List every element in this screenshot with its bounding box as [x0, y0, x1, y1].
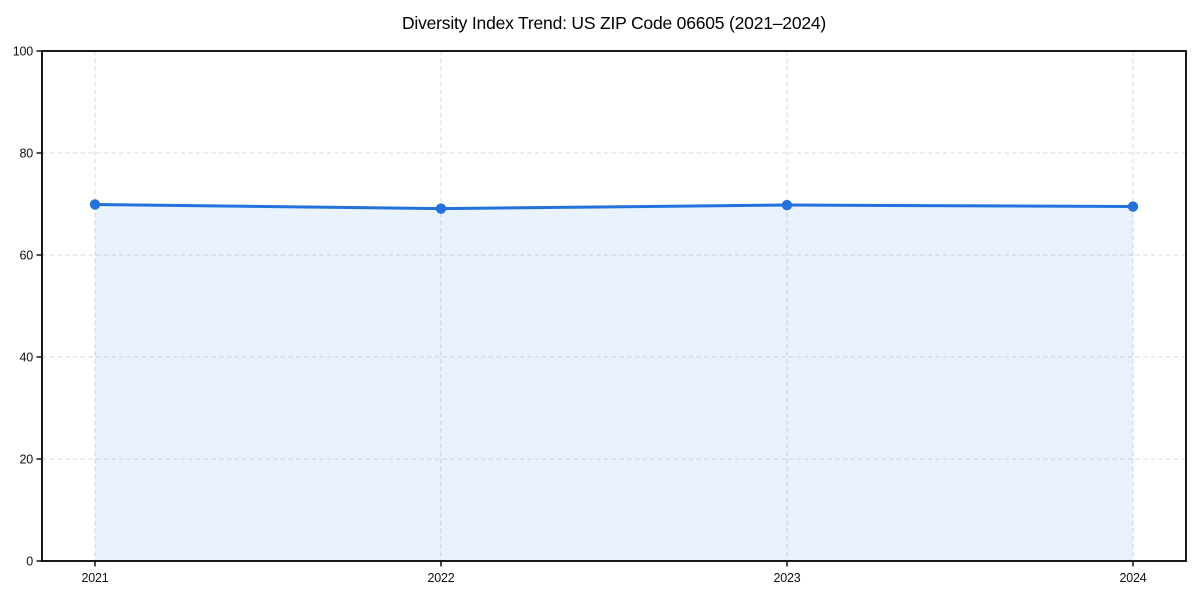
y-tick-label: 0 [26, 554, 33, 568]
trend-line [93, 203, 1135, 211]
data-point [1127, 201, 1139, 212]
data-point [89, 199, 101, 210]
y-tick-label: 20 [19, 452, 33, 466]
x-tick-label: 2024 [1119, 571, 1146, 585]
x-tick-label: 2021 [81, 571, 108, 585]
area-fill [95, 204, 1133, 561]
y-tick-label: 40 [19, 350, 33, 364]
plot-border [41, 50, 1187, 562]
y-tick-label: 100 [13, 44, 34, 58]
data-point [781, 199, 793, 211]
data-point [435, 203, 447, 214]
y-tick-label: 80 [19, 146, 33, 160]
y-tick-label: 60 [19, 248, 33, 262]
chart-title: Diversity Index Trend: US ZIP Code 06605… [401, 13, 827, 33]
x-tick-label: 2022 [427, 571, 454, 585]
x-tick-label: 2023 [773, 571, 800, 585]
